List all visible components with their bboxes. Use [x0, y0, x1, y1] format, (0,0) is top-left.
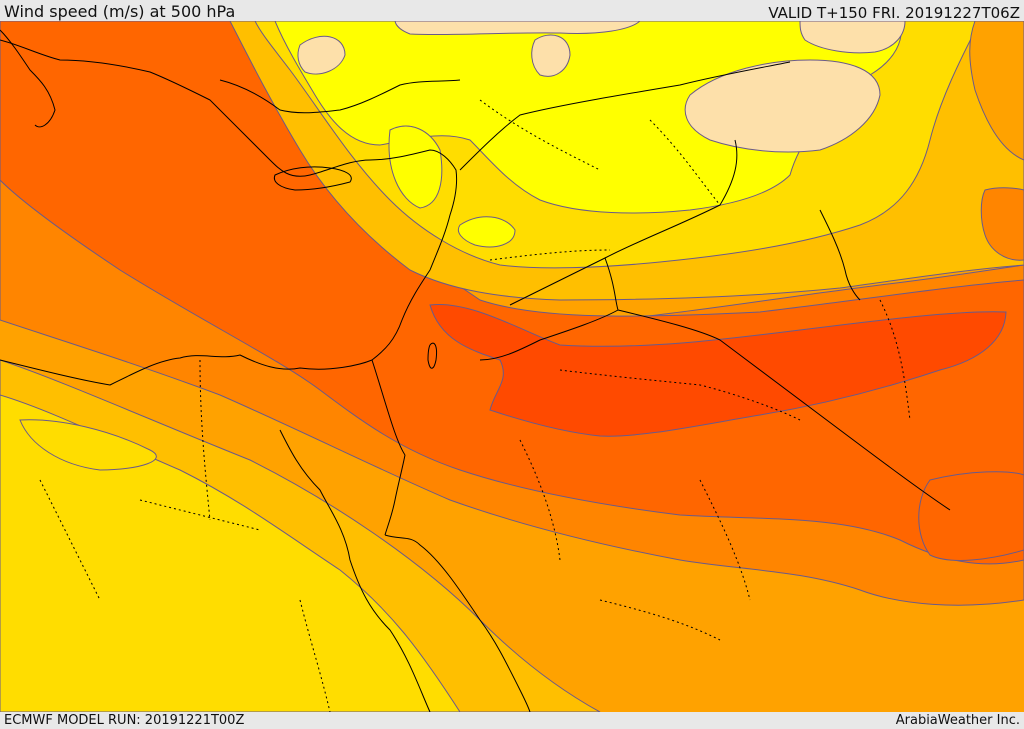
- band-north-0e: [799, 21, 906, 54]
- turkey-south-coast: [219, 79, 461, 114]
- gulf-of-aqaba: [384, 454, 406, 536]
- wind-speed-bands: [0, 21, 1024, 712]
- iraq-saudi-border: [509, 257, 951, 511]
- wind-speed-map[interactable]: [0, 21, 1024, 712]
- band-sw-1: [19, 419, 157, 471]
- band-north-1b: [388, 125, 443, 209]
- jordan-iraq-border: [604, 139, 738, 259]
- band-ne-4: [969, 21, 1024, 161]
- band-ne-5: [980, 187, 1024, 261]
- map-title: Wind speed (m/s) at 500 hPa: [4, 2, 236, 21]
- red-sea-gulf-suez: [279, 429, 431, 712]
- footer-bar: ECMWF MODEL RUN: 20191221T00Z ArabiaWeat…: [0, 712, 1024, 729]
- coastlines: [0, 29, 861, 712]
- persian-gulf: [819, 209, 861, 301]
- model-run: ECMWF MODEL RUN: 20191221T00Z: [4, 713, 245, 728]
- province-borders: [39, 99, 911, 712]
- valid-time: VALID T+150 FRI. 20191227T06Z: [768, 4, 1020, 22]
- sinai-east: [384, 534, 531, 712]
- mediterranean-coast: [0, 39, 458, 386]
- dead-sea: [427, 342, 437, 369]
- band-north-0c: [531, 34, 571, 77]
- aegean-coast: [0, 29, 56, 128]
- jordan-saudi-border: [479, 309, 619, 361]
- band-north-0: [684, 59, 881, 153]
- egypt-border: [371, 359, 406, 456]
- band-north-0b: [297, 35, 346, 75]
- band-east-6: [918, 471, 1024, 561]
- band-north-1c: [457, 216, 516, 248]
- country-borders: [371, 61, 951, 511]
- syria-turkey-border: [459, 61, 791, 171]
- credit: ArabiaWeather Inc.: [895, 713, 1020, 728]
- cyprus: [273, 166, 352, 191]
- header-bar: Wind speed (m/s) at 500 hPa VALID T+150 …: [0, 0, 1024, 21]
- band-jet-7: [429, 303, 1007, 437]
- band-north-0d: [394, 21, 641, 36]
